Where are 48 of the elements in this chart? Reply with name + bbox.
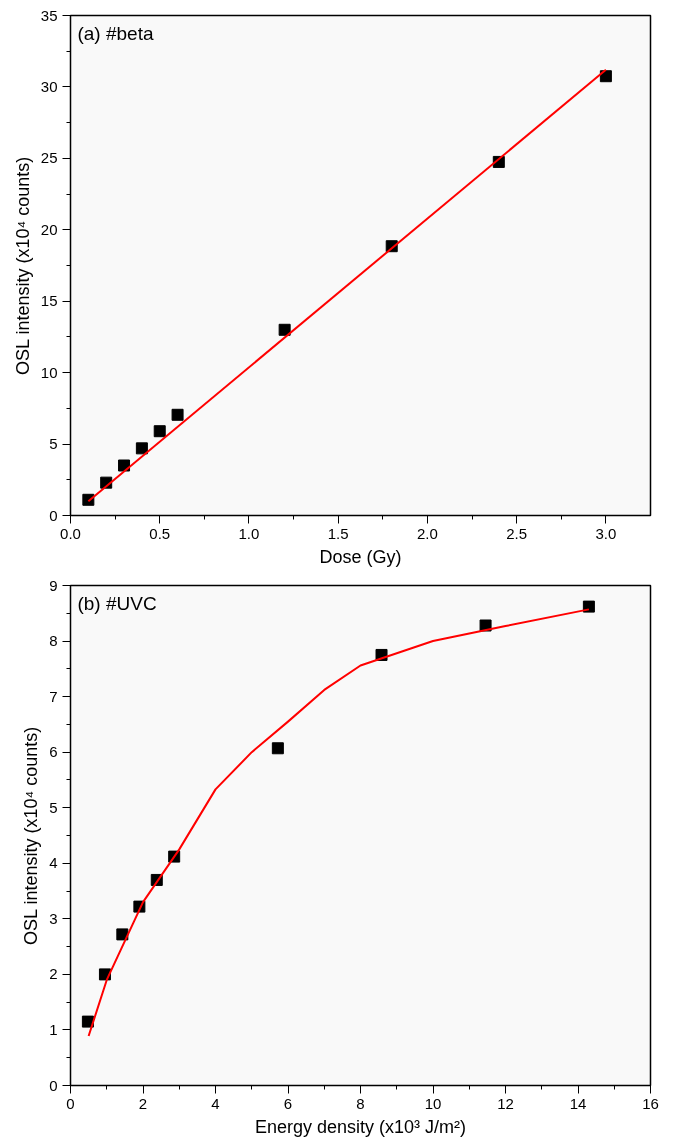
point [582,600,595,613]
y-tick-label: 15 [40,292,58,310]
y-tick-label: 20 [40,220,58,238]
y-tick-label: 7 [49,687,58,705]
point [153,425,166,438]
point [271,742,284,755]
y-tick-label: 25 [40,149,58,167]
point [171,408,184,421]
y-tick-label: 4 [49,854,58,872]
y-tick-label: 8 [49,632,58,650]
x-tick-label: 8 [356,1094,365,1112]
x-tick-label: 10 [424,1094,442,1112]
y-tick-label: 0 [49,506,58,524]
point [81,1015,94,1028]
x-tick-label: 4 [211,1094,220,1112]
y-tick-label: 5 [49,798,58,816]
x-tick-label: 6 [283,1094,293,1112]
x-tick-label: 14 [569,1094,587,1112]
y-tick-label: 9 [49,576,58,594]
y-tick-label: 10 [40,363,58,381]
x-tick-label: 12 [497,1094,514,1112]
annotation: (b) #UVC [77,593,157,614]
x-tick-label: 16 [642,1094,659,1112]
y-tick-label: 0 [49,1076,58,1094]
x-tick-label: 2.5 [506,524,528,542]
x-axis-title: Energy density (x10³ J/m²) [254,1116,467,1137]
y-tick-label: 1 [49,1020,58,1038]
y-tick-label: 6 [49,743,58,761]
x-tick-label: 3.0 [595,524,617,542]
y-tick-label: 3 [49,909,58,927]
y-tick-label: 35 [40,6,58,24]
y-axis-title: OSL intensity (x10⁴ counts) [21,726,42,945]
point [599,70,612,83]
y-axis-title: OSL intensity (x10⁴ counts) [12,156,33,375]
x-tick-label: 1.5 [327,524,349,542]
point [278,323,291,336]
x-axis-title: Dose (Gy) [319,546,402,567]
y-tick-label: 2 [49,965,58,983]
x-tick-label: 0.5 [149,524,171,542]
x-tick-label: 2.0 [417,524,438,542]
x-tick-label: 1.0 [238,524,260,542]
annotation: (a) #beta [77,23,154,44]
y-tick-label: 5 [49,435,58,453]
x-tick-label: 0.0 [60,524,81,542]
x-tick-label: 0 [66,1094,75,1112]
x-tick-label: 2 [138,1094,148,1112]
point [135,442,148,455]
y-tick-label: 30 [40,77,58,95]
